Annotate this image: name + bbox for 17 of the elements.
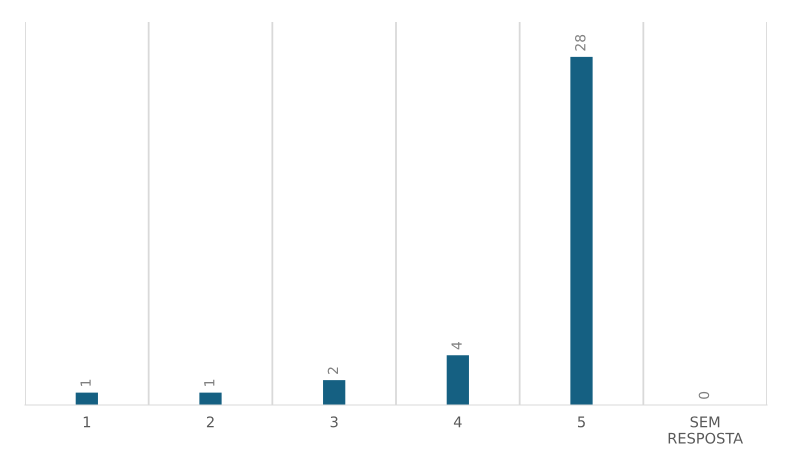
data-label: 28 xyxy=(575,34,586,51)
x-tick-label: 5 xyxy=(578,416,585,428)
data-label: 1 xyxy=(80,380,91,386)
data-label: 2 xyxy=(328,367,338,374)
data-label: 4 xyxy=(452,342,462,350)
bar xyxy=(76,392,98,405)
x-tick-label: 1 xyxy=(84,416,90,428)
data-label: 1 xyxy=(204,380,214,386)
bar xyxy=(446,355,469,405)
x-tick-label: 3 xyxy=(330,416,338,428)
x-tick-label: 4 xyxy=(454,416,462,428)
bar xyxy=(570,56,593,405)
x-tick-label: 2 xyxy=(206,416,214,428)
x-tick-label: SEM RESPOSTA xyxy=(668,416,743,444)
bar xyxy=(199,392,222,405)
bar xyxy=(323,380,346,405)
data-label: 0 xyxy=(698,392,710,399)
